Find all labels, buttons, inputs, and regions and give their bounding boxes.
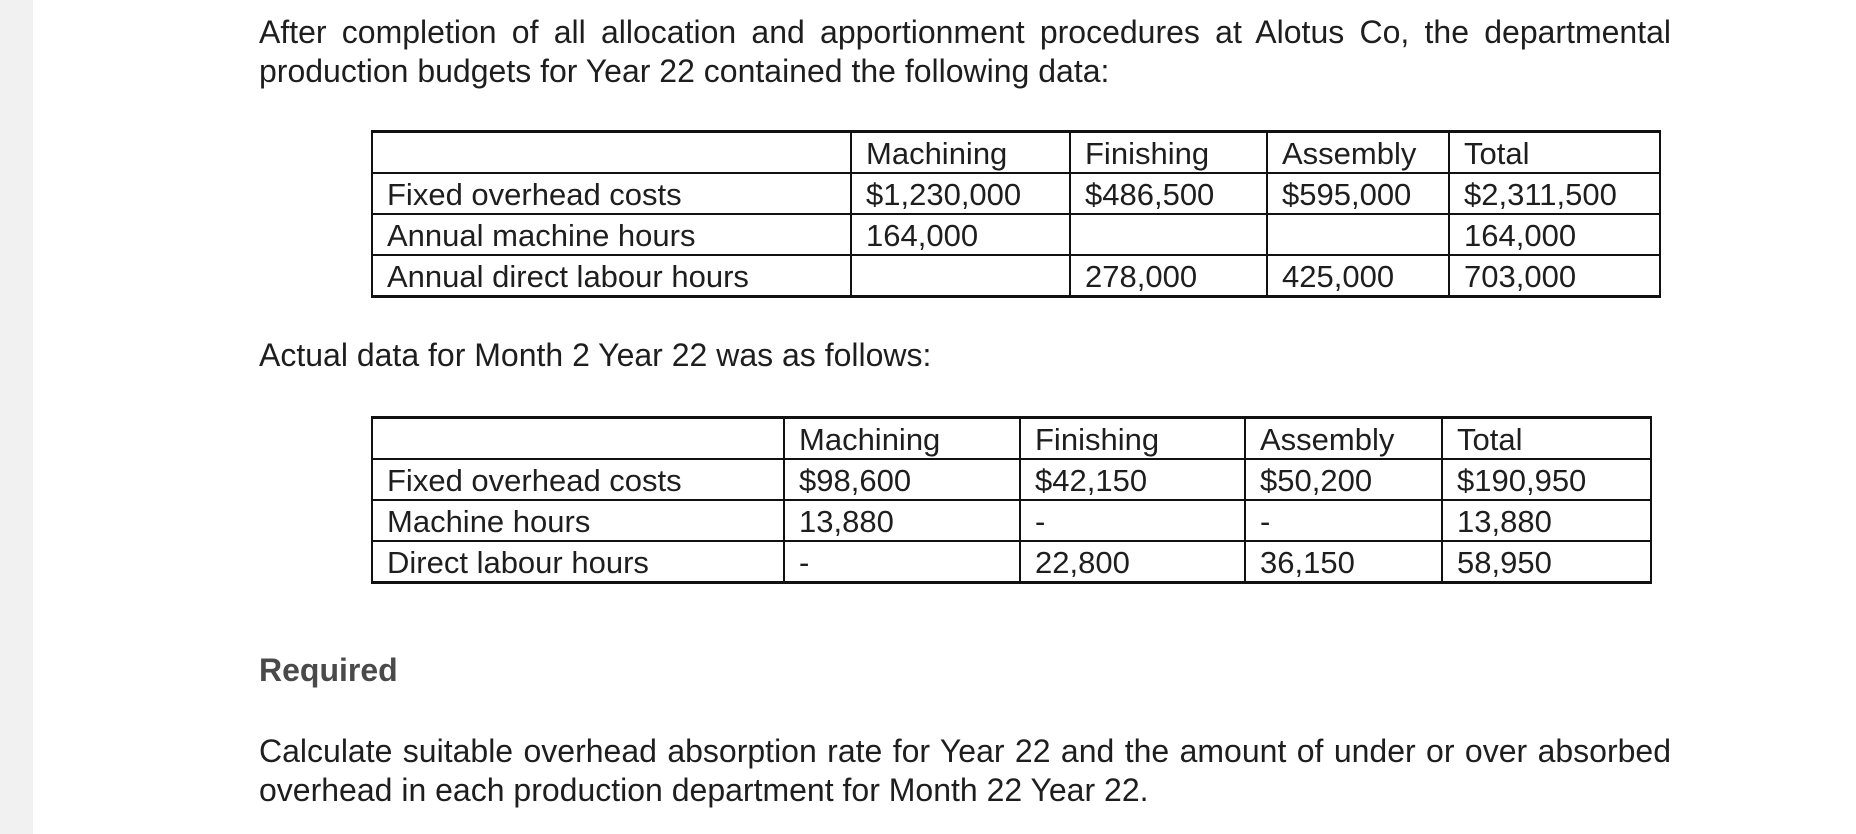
header-row: Machining Finishing Assembly Total [371,416,1652,460]
table-row: Annual machine hours 164,000 164,000 [371,213,1661,256]
table-cell: $595,000 [1266,172,1450,215]
required-heading: Required [259,652,398,688]
row-label: Machine hours [371,499,785,542]
header-cell: Assembly [1244,416,1443,460]
row-label: Annual machine hours [371,213,852,256]
table-cell [1266,213,1450,256]
table-row: Machine hours 13,880- -13,880 [371,499,1652,542]
header-cell [371,416,785,460]
table-cell: $50,200 [1244,458,1443,501]
table-row: Fixed overhead costs $1,230,000 $486,500 $5… [371,172,1661,215]
row-label: Fixed overhead costs [371,458,785,501]
table-cell: 36,150 [1244,540,1443,584]
header-cell: Finishing [1069,130,1268,174]
table-cell: 425,000 [1266,254,1450,298]
table-cell: $42,150 [1019,458,1246,501]
table-cell: 58,950 [1441,540,1652,584]
table-cell: 13,880 [783,499,1021,542]
header-cell: Finishing [1019,416,1246,460]
intro-paragraph: After completion of all allocation and a… [259,14,1671,89]
actual-intro: Actual data for Month 2 Year 22 was as f… [259,337,932,373]
table-row: Direct labour hours -22,800 36,150 58,950 [371,540,1652,584]
table-cell: $190,950 [1441,458,1652,501]
table-row: Annual direct labour hours 278,000 425,000… [371,254,1661,298]
row-label: Direct labour hours [371,540,785,584]
table-row: Fixed overhead costs $98,600 $42,150 $50,20… [371,458,1652,501]
header-cell: Total [1448,130,1661,174]
table-cell [850,254,1071,298]
header-cell: Machining [783,416,1021,460]
header-cell: Total [1441,416,1652,460]
header-row: Machining Finishing Assembly Total [371,130,1661,174]
table-cell: - [1019,499,1246,542]
table-cell: 22,800 [1019,540,1246,584]
header-cell [371,130,852,174]
table-cell: 703,000 [1448,254,1661,298]
table-cell: 164,000 [1448,213,1661,256]
table-cell: $1,230,000 [850,172,1071,215]
left-margin-strip [0,0,33,834]
table-cell: 278,000 [1069,254,1268,298]
table-cell: 164,000 [850,213,1071,256]
row-label: Fixed overhead costs [371,172,852,215]
table-cell: - [1244,499,1443,542]
header-cell: Assembly [1266,130,1450,174]
budget-table: Machining Finishing Assembly Total Fixed ove… [371,130,1661,298]
table-cell: $2,311,500 [1448,172,1661,215]
table-cell: $486,500 [1069,172,1268,215]
table-cell: - [783,540,1021,584]
header-cell: Machining [850,130,1071,174]
row-label: Annual direct labour hours [371,254,852,298]
table-cell: $98,600 [783,458,1021,501]
actual-table: Machining Finishing Assembly Total Fixed ove… [371,416,1652,584]
required-text: Calculate suitable overhead absorption r… [259,733,1671,808]
table-cell: 13,880 [1441,499,1652,542]
table-cell [1069,213,1268,256]
